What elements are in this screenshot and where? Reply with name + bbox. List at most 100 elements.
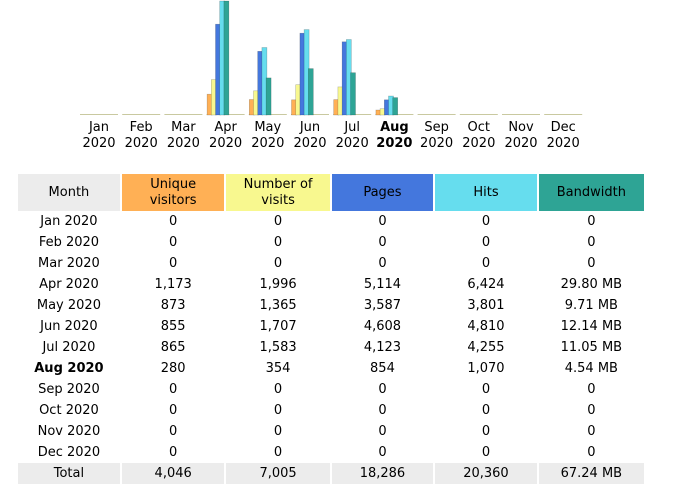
unique-visitors-cell: 0	[169, 424, 178, 439]
month-column-header: Month	[18, 174, 120, 211]
bandwidth-cell: 12.14 MB	[560, 319, 623, 334]
total-label: Total	[18, 463, 120, 484]
month-tick-label-mar: Mar 2020	[166, 120, 200, 151]
hits-cell: 3,801	[467, 298, 505, 313]
pages-cell: 0	[378, 382, 387, 397]
total-unique-visitors: 4,046	[121, 463, 225, 484]
visits-cell: 0	[273, 403, 283, 418]
visits-cell: 0	[273, 382, 283, 397]
hits-cell: 6,424	[467, 277, 505, 292]
month-baseline-feb	[122, 114, 161, 115]
hits-cell: 0	[481, 445, 491, 460]
hits-cell: 0	[481, 403, 491, 418]
month-cell: Sep 2020	[38, 382, 100, 397]
unique-visitors-cell: 865	[160, 340, 186, 355]
hits-cell: 4,810	[467, 319, 505, 334]
hits-column-header: Hits	[435, 174, 537, 211]
hits-cell: 0	[481, 235, 491, 250]
month-tick-label-sep: Sep 2020	[420, 120, 454, 151]
pages-cell: 3,587	[363, 298, 402, 313]
month-tick-label-jul: Jul 2020	[335, 120, 369, 151]
month-cell: Dec 2020	[37, 445, 101, 460]
bandwidth-cell: 4.54 MB	[564, 361, 618, 376]
bandwidth-column-header: Bandwidth	[538, 174, 644, 211]
monthly-history-chart: Jan 2020 Feb 2020 Mar 2020 Apr 2020 May 2020…	[0, 0, 675, 160]
pages-cell: 0	[378, 403, 387, 418]
pages-cell: 0	[378, 256, 387, 271]
bandwidth-cell: 0	[587, 214, 596, 229]
pages-cell: 4,123	[363, 340, 402, 355]
hits-cell: 1,070	[467, 361, 505, 376]
hits-cell: 0	[481, 424, 491, 439]
total-pages: 18,286	[331, 463, 434, 484]
bar-bandwidth-aug	[392, 97, 399, 116]
visits-cell: 0	[273, 214, 283, 229]
table-total-row: Total 4,046 7,005 18,286 20,360 67.24 MB	[18, 463, 644, 484]
month-baseline-mar	[164, 114, 203, 115]
monthly-stats-table: Month Unique visitors Number of visits P…	[16, 174, 646, 484]
bandwidth-cell: 0	[587, 445, 596, 460]
visits-cell: 1,365	[259, 298, 297, 313]
bar-bandwidth-apr	[223, 0, 230, 116]
hits-cell: 0	[481, 256, 491, 271]
month-tick-label-may: May 2020	[251, 120, 285, 151]
bandwidth-cell: 11.05 MB	[560, 340, 623, 355]
visits-cell: 354	[265, 361, 291, 376]
unique-visitors-cell: 0	[169, 382, 178, 397]
unique-visitors-column-header: Unique visitors	[121, 174, 225, 211]
month-cell: Feb 2020	[38, 235, 100, 250]
table-row: Dec 2020 0 0 0 0 0	[18, 442, 644, 463]
total-bandwidth: 67.24 MB	[538, 463, 644, 484]
month-tick-label-aug: Aug 2020	[376, 120, 413, 151]
unique-visitors-cell: 1,173	[154, 277, 192, 292]
month-baseline-nov	[502, 114, 540, 115]
unique-visitors-cell: 0	[169, 445, 178, 460]
unique-visitors-cell: 0	[169, 214, 178, 229]
table-row: May 2020 873 1,365 3,587 3,801 9.71 MB	[18, 295, 644, 316]
unique-visitors-cell: 0	[169, 235, 178, 250]
unique-visitors-cell: 0	[169, 256, 178, 271]
bar-bandwidth-jul	[350, 72, 356, 116]
month-tick-label-jun: Jun 2020	[293, 120, 327, 151]
pages-cell: 0	[378, 445, 387, 460]
bar-bandwidth-jun	[307, 68, 314, 116]
bandwidth-cell: 0	[587, 424, 596, 439]
table-row: Aug 2020 280 354 854 1,070 4.54 MB	[18, 358, 644, 379]
table-row: Jan 2020 0 0 0 0 0	[18, 211, 644, 232]
table-row: Sep 2020 0 0 0 0 0	[18, 379, 644, 400]
visits-column-header: Number of visits	[226, 174, 330, 211]
bandwidth-cell: 0	[587, 382, 596, 397]
pages-cell: 5,114	[363, 277, 402, 292]
month-cell: Mar 2020	[38, 256, 100, 271]
visits-cell: 0	[273, 445, 283, 460]
visits-cell: 1,707	[259, 319, 297, 334]
month-baseline-jan	[80, 114, 118, 115]
month-tick-label-oct: Oct 2020	[462, 120, 496, 151]
month-cell: Jun 2020	[40, 319, 98, 334]
month-baseline-dec	[544, 114, 583, 115]
hits-cell: 0	[481, 214, 491, 229]
table-row: Jul 2020 865 1,583 4,123 4,255 11.05 MB	[18, 337, 644, 358]
bar-chart-canvas	[80, 0, 583, 116]
unique-visitors-cell: 0	[169, 403, 178, 418]
total-hits: 20,360	[435, 463, 537, 484]
total-visits: 7,005	[226, 463, 330, 484]
month-tick-label-apr: Apr 2020	[209, 120, 243, 151]
month-tick-label-nov: Nov 2020	[504, 120, 538, 151]
month-cell: Apr 2020	[39, 277, 99, 292]
pages-cell: 0	[378, 214, 387, 229]
pages-cell: 854	[370, 361, 395, 376]
table-row: Oct 2020 0 0 0 0 0	[18, 400, 644, 421]
table-row: Mar 2020 0 0 0 0 0	[18, 253, 644, 274]
month-baseline-oct	[459, 114, 498, 115]
bandwidth-cell: 0	[587, 256, 596, 271]
visits-cell: 1,583	[259, 340, 297, 355]
month-cell: Oct 2020	[39, 403, 99, 418]
table-row: Jun 2020 855 1,707 4,608 4,810 12.14 MB	[18, 316, 644, 337]
table-row: Feb 2020 0 0 0 0 0	[18, 232, 644, 253]
month-cell: Jul 2020	[42, 340, 96, 355]
unique-visitors-cell: 873	[160, 298, 186, 313]
month-baseline-sep	[417, 114, 456, 115]
visits-cell: 0	[273, 256, 283, 271]
month-tick-label-feb: Feb 2020	[124, 120, 158, 151]
